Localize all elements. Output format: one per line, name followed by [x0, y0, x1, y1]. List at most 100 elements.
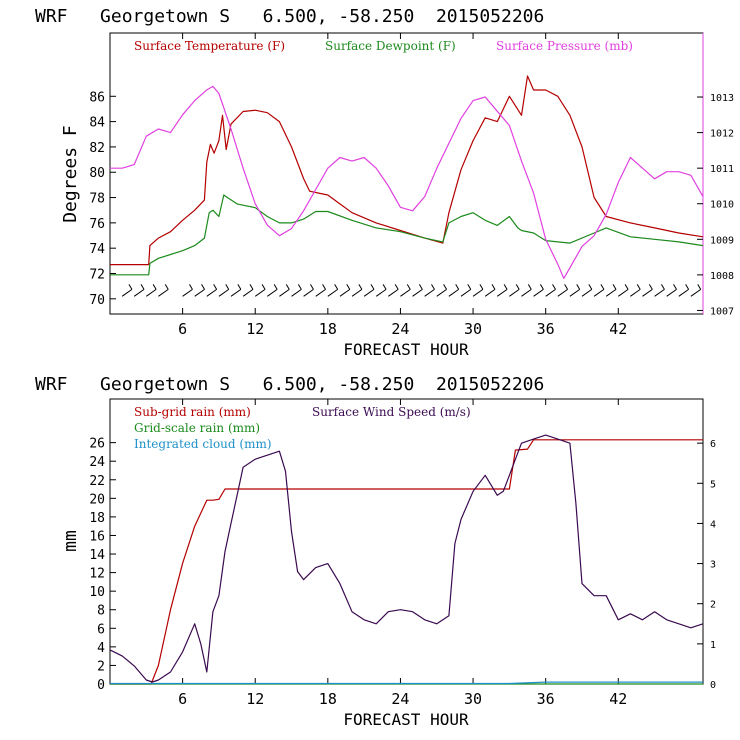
wind-barb-flag: [358, 284, 363, 290]
y-tick-label: 22: [89, 474, 105, 489]
wind-barb-flag: [443, 284, 448, 290]
surface-wind-speed-line: [109, 434, 704, 683]
wind-barb-staff: [315, 288, 326, 297]
wind-barb-staff: [678, 288, 689, 297]
wind-barb-staff: [581, 288, 593, 297]
y-tick-label: 26: [89, 437, 105, 452]
wind-barb-flag: [624, 284, 629, 290]
panel2-x-ticks: 6 12 18 24 30 36 42: [178, 399, 627, 708]
wind-barb-flag: [539, 284, 544, 290]
wind-barb-flag: [285, 284, 290, 290]
y2-tick-label: 1011: [710, 164, 734, 175]
wind-barb-flag: [310, 284, 314, 290]
wind-barb-flag: [382, 284, 387, 290]
y2-tick-label: 1007: [710, 306, 734, 317]
legend-surface-wind-speed: Surface Wind Speed (m/s): [312, 405, 471, 419]
wind-barb-flag: [552, 284, 556, 290]
wind-barb-staff: [351, 288, 363, 297]
y-tick-label: 0: [97, 678, 105, 693]
wind-barb-staff: [267, 288, 278, 297]
legend-gridscale-rain: Grid-scale rain (mm): [134, 421, 260, 435]
wind-barb-flag: [164, 284, 169, 290]
y2-tick-label: 3: [710, 560, 716, 571]
y-tick-label: 70: [89, 293, 105, 308]
wind-barb-staff: [617, 288, 629, 297]
y-tick-label: 6: [97, 622, 105, 637]
x-tick-label: 6: [178, 690, 187, 708]
wind-barb-flag: [418, 284, 423, 290]
y-tick-label: 10: [89, 585, 105, 600]
wind-barb-staff: [642, 288, 653, 297]
wind-barb-flag: [394, 284, 399, 290]
legend-subgrid-rain: Sub-grid rain (mm): [134, 405, 251, 419]
wind-barb-staff: [146, 288, 157, 297]
x-tick-label: 30: [464, 320, 482, 338]
wind-barb-flag: [346, 284, 351, 290]
panel2-title: WRF Georgetown S 6.500, -58.250 20150522…: [35, 374, 544, 395]
x-tick-label: 24: [391, 690, 409, 708]
y-tick-label: 4: [97, 641, 105, 656]
y-tick-label: 84: [89, 116, 105, 131]
wind-barb-flag: [467, 284, 472, 290]
wind-barb-staff: [194, 288, 205, 297]
wind-barb-staff: [206, 288, 217, 297]
legend-surface-pressure: Surface Pressure (mb): [496, 39, 633, 53]
wind-barb-staff: [230, 288, 242, 297]
y-tick-label: 86: [89, 90, 105, 105]
wind-barb-staff: [460, 288, 472, 297]
wind-barb-flag: [576, 284, 581, 290]
y2-tick-label: 2: [710, 600, 716, 611]
panel1-x-ticks: 6 12 18 24 30 36 42: [178, 33, 627, 338]
y2-tick-label: 1013: [710, 93, 734, 104]
wind-barb-flag: [588, 284, 593, 290]
wind-barb-flag: [697, 284, 702, 290]
x-tick-label: 36: [537, 690, 555, 708]
wind-barb-staff: [533, 288, 544, 297]
x-tick-label: 18: [319, 690, 337, 708]
x-tick-label: 36: [537, 320, 555, 338]
wind-barb-staff: [218, 288, 230, 297]
wind-barb-flag: [564, 284, 569, 290]
wind-barb-staff: [593, 288, 605, 297]
y-tick-label: 72: [89, 267, 105, 282]
wind-barb-flag: [673, 284, 677, 290]
wind-barb-flag: [515, 284, 520, 290]
y-tick-label: 24: [89, 455, 105, 470]
wind-barb-staff: [412, 288, 423, 297]
wind-barb-flag: [660, 284, 665, 290]
wind-barb-staff: [630, 288, 641, 297]
wind-barb-flag: [636, 284, 641, 290]
wind-barb-staff: [279, 288, 290, 297]
wind-barb-flag: [527, 284, 532, 290]
wind-barb-staff: [521, 288, 532, 297]
wind-barb-staff: [666, 288, 677, 297]
wind-barb-staff: [557, 288, 568, 297]
wind-barb-staff: [121, 288, 133, 297]
wind-barb-flag: [334, 284, 339, 290]
y2-tick-label: 5: [710, 479, 716, 490]
wind-barb-flag: [189, 284, 193, 290]
panel1-plot-frame: [109, 32, 704, 315]
wind-barb-flag: [237, 284, 242, 290]
wind-barb-staff: [484, 288, 496, 297]
wind-barb-staff: [496, 288, 508, 297]
wind-barb-flag: [225, 284, 230, 290]
temperature-panel: WRF Georgetown S 6.500, -58.250 20150522…: [35, 6, 734, 359]
wind-barb-staff: [182, 288, 193, 297]
wind-barb-flag: [297, 284, 302, 290]
wind-barb-staff: [375, 288, 387, 297]
panel2-y-axis-label: mm: [60, 530, 81, 552]
y2-tick-label: 1009: [710, 235, 734, 246]
legend-integrated-cloud: Integrated cloud (mm): [134, 437, 272, 451]
wind-barb-staff: [339, 288, 351, 297]
wind-barb-flag: [128, 284, 133, 290]
panel2-series: [109, 434, 704, 685]
sub-grid-rain-line: [110, 439, 703, 685]
x-tick-label: 6: [178, 320, 187, 338]
wind-barb-flag: [503, 284, 508, 290]
y-tick-label: 82: [89, 141, 105, 156]
x-tick-label: 42: [609, 320, 627, 338]
y2-tick-label: 1: [710, 640, 716, 651]
surface-temperature-line: [110, 75, 704, 266]
